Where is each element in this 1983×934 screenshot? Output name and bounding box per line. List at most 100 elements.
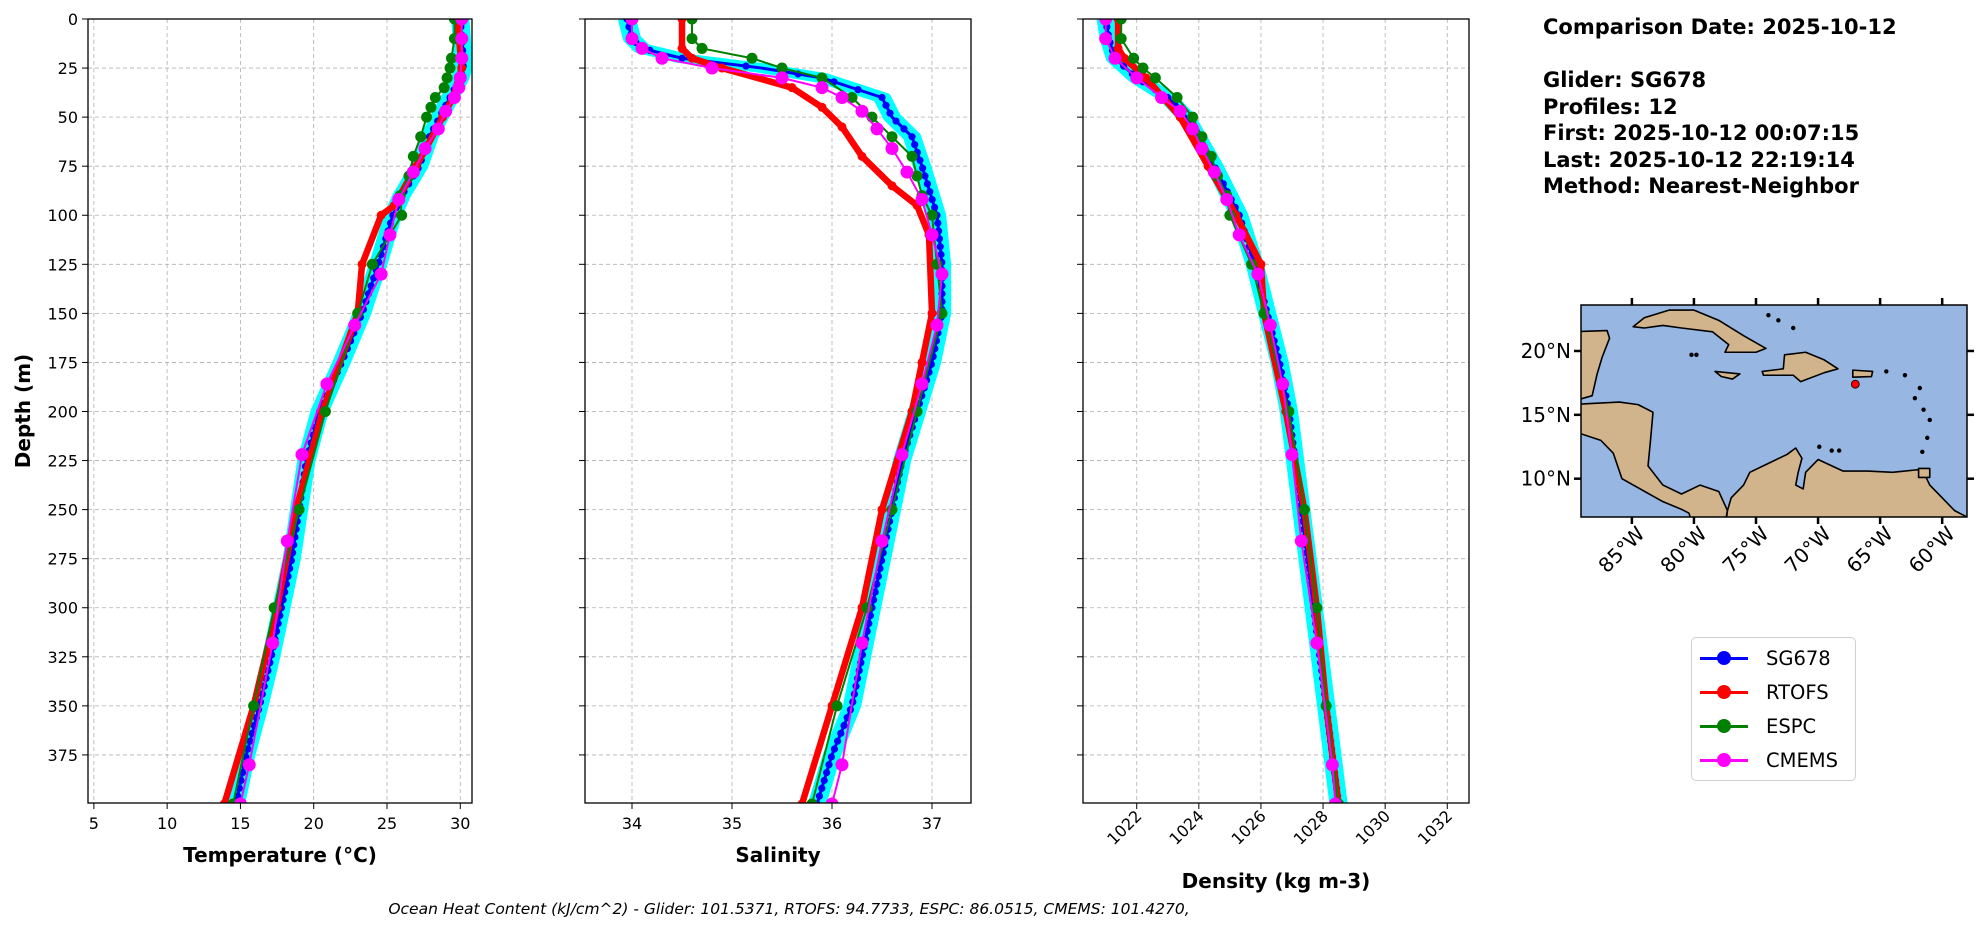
data-point — [915, 193, 929, 207]
lat-label: 20°N — [1521, 339, 1571, 363]
data-point — [1320, 700, 1332, 712]
data-point — [818, 784, 826, 792]
legend-marker — [1700, 648, 1748, 668]
island — [1817, 444, 1822, 449]
x-tick-label: 15 — [230, 814, 250, 833]
data-point — [835, 758, 849, 772]
y-tick-label: 150 — [47, 304, 78, 323]
data-point — [246, 737, 254, 745]
y-tick-label: 75 — [58, 157, 78, 176]
x-tick-label: 34 — [622, 814, 642, 833]
data-point — [1173, 104, 1187, 118]
data-point — [823, 768, 831, 777]
data-point — [248, 729, 256, 737]
data-point — [1115, 19, 1127, 25]
comparison-date: Comparison Date: 2025-10-12 — [1543, 15, 1897, 39]
data-point — [376, 210, 386, 220]
data-point — [1128, 52, 1140, 64]
y-tick-label: 200 — [47, 402, 78, 421]
data-point — [392, 193, 406, 207]
data-point — [425, 101, 437, 113]
data-point — [816, 72, 828, 84]
glider-location-marker — [1850, 379, 1860, 389]
info-panel: Comparison Date: 2025-10-12 Glider: SG67… — [1543, 14, 1897, 200]
data-point — [895, 448, 909, 462]
data-point — [1220, 193, 1234, 207]
data-point — [1195, 142, 1209, 156]
island — [1925, 435, 1930, 441]
legend-marker — [1700, 716, 1748, 736]
y-tick-label: 175 — [47, 353, 78, 372]
data-point — [806, 798, 818, 803]
y-tick-label: 25 — [58, 59, 78, 78]
data-point — [861, 602, 873, 614]
data-point — [931, 203, 939, 211]
data-point — [418, 142, 432, 156]
salinity-panel: 34 35 36 37 Salinity — [579, 18, 972, 867]
legend-marker — [1700, 750, 1748, 770]
data-point — [928, 195, 936, 204]
island — [1689, 352, 1694, 358]
data-point — [1276, 377, 1290, 391]
data-point — [787, 83, 797, 93]
data-point — [366, 258, 378, 270]
legend-label: SG678 — [1766, 646, 1831, 670]
data-point — [1115, 33, 1127, 45]
y-tick-label: 0 — [68, 10, 78, 29]
data-point — [878, 93, 886, 102]
data-point — [837, 122, 847, 132]
axes-frame — [1082, 18, 1470, 804]
y-tick-label: 275 — [47, 550, 78, 569]
data-point — [447, 90, 461, 104]
data-point — [1155, 90, 1169, 104]
data-point — [874, 572, 883, 580]
data-point — [248, 700, 260, 712]
data-point — [919, 164, 927, 172]
data-point — [1171, 91, 1183, 103]
data-point — [1137, 62, 1149, 74]
land-puerto-rico — [1852, 369, 1874, 378]
data-point — [1310, 636, 1324, 650]
plot-area — [219, 19, 472, 803]
data-point — [431, 122, 445, 136]
y-tick-label: 50 — [58, 108, 78, 127]
island — [1902, 373, 1908, 378]
data-point — [1099, 32, 1113, 46]
plot-area — [1096, 19, 1348, 803]
legend-item-rtofs: RTOFS — [1700, 677, 1829, 707]
data-point — [917, 357, 927, 367]
land-cuba — [1632, 309, 1767, 354]
data-point — [1108, 51, 1122, 65]
data-point — [776, 62, 788, 74]
x-tick-label: 1024 — [1165, 806, 1207, 848]
island — [1920, 449, 1925, 455]
data-point — [827, 753, 836, 761]
x-tick-label: 1022 — [1103, 806, 1145, 848]
lon-label: 60°W — [1904, 521, 1960, 577]
data-point — [835, 90, 849, 104]
y-axis-label: Depth (m) — [11, 354, 35, 468]
x-tick-label: 25 — [377, 814, 397, 833]
data-point — [1311, 602, 1323, 614]
data-point — [1298, 504, 1310, 516]
data-point — [885, 142, 899, 156]
data-point — [234, 797, 247, 803]
legend: SG678 RTOFS ESPC CMEMS — [1691, 637, 1856, 781]
data-point — [825, 797, 839, 803]
data-point — [846, 91, 858, 103]
island — [1884, 369, 1889, 374]
data-point — [936, 243, 944, 251]
data-point — [877, 505, 887, 515]
data-point — [357, 259, 367, 269]
data-point — [1207, 165, 1221, 179]
lon-label: 70°W — [1780, 521, 1836, 577]
legend-item-espc: ESPC — [1700, 711, 1816, 741]
data-point — [678, 54, 686, 62]
y-tick-label: 325 — [47, 648, 78, 667]
temperature-panel: 5 10 15 20 25 3002550751001251501752002252502… — [47, 10, 473, 867]
data-point — [935, 267, 949, 281]
data-point — [655, 51, 669, 65]
x-tick-label: 30 — [450, 814, 470, 833]
data-point — [925, 228, 939, 242]
legend-marker — [1700, 682, 1748, 702]
